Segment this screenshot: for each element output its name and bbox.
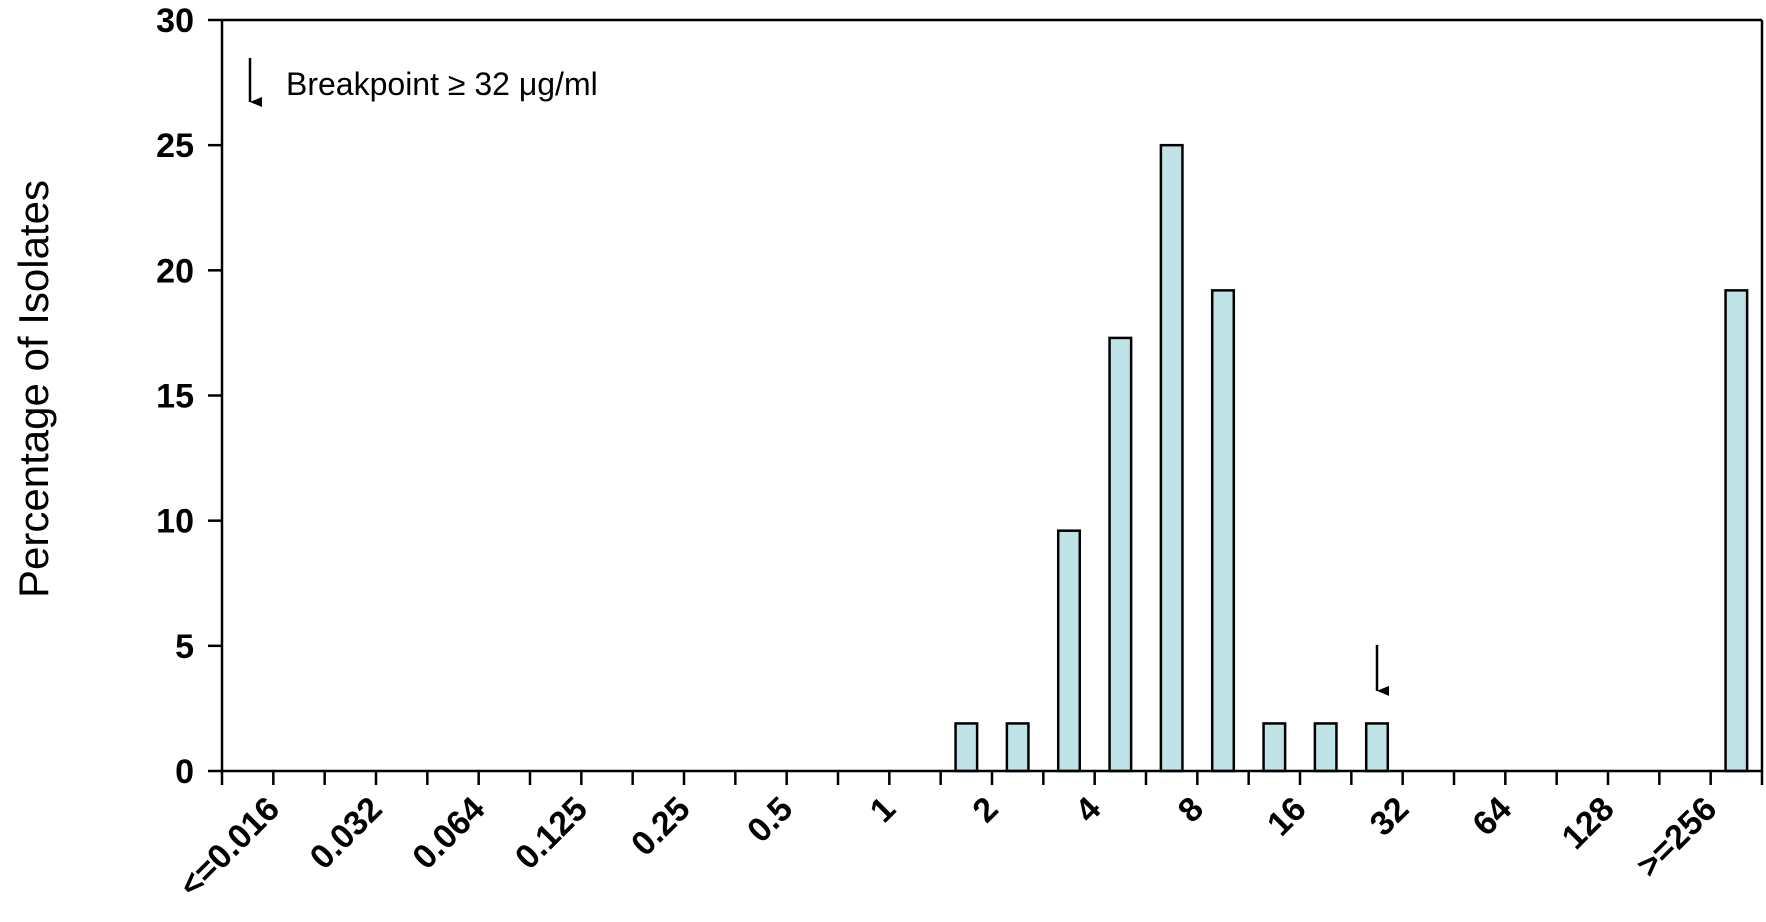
y-tick-label: 25 (156, 127, 194, 165)
y-tick-label: 10 (156, 503, 194, 541)
bar (1108, 336, 1133, 773)
bar (1262, 722, 1287, 773)
y-tick-label: 20 (156, 252, 194, 290)
x-tick-label: 0.5 (740, 790, 800, 850)
bar (1159, 143, 1184, 773)
y-tick-label: 5 (175, 628, 194, 666)
x-tick-label: 1 (863, 790, 903, 830)
x-tick-label: 32 (1363, 790, 1417, 844)
x-tick-label: 64 (1465, 790, 1519, 844)
x-tick-label: 16 (1260, 790, 1314, 844)
bar (1056, 529, 1082, 773)
y-axis-label: Percentage of Isolates (10, 180, 57, 598)
bar (1313, 722, 1338, 773)
x-tick-label: >=256 (1629, 790, 1724, 885)
bar (954, 722, 979, 773)
bar (1364, 722, 1390, 773)
bars-group (954, 143, 1749, 773)
x-tick-label: 0.25 (624, 790, 698, 864)
x-tick-label: 0.064 (405, 790, 492, 877)
x-tick-label: 4 (1068, 790, 1108, 830)
x-tick-label: 0.032 (303, 790, 390, 877)
x-tick-label: 2 (965, 790, 1005, 830)
y-tick-label: 15 (156, 378, 194, 416)
legend-breakpoint-text: Breakpoint ≥ 32 μg/ml (286, 66, 598, 102)
bar (1210, 289, 1236, 773)
y-axis-ticks: 0 5 10 15 20 25 30 (156, 2, 222, 791)
legend: Breakpoint ≥ 32 μg/ml (248, 58, 598, 107)
x-tick-label: 0.125 (508, 790, 595, 877)
bar (1724, 289, 1749, 773)
bar (1005, 722, 1030, 773)
y-tick-label: 0 (175, 753, 194, 791)
x-tick-label: 128 (1555, 790, 1622, 857)
y-tick-label: 30 (156, 2, 194, 40)
x-axis-ticks: <=0.016 0.032 0.064 0.125 0.25 0.5 1 2 4 8 16 32 64 1… (172, 771, 1764, 905)
x-tick-label: <=0.016 (172, 790, 287, 905)
x-tick-label: 8 (1171, 790, 1211, 830)
